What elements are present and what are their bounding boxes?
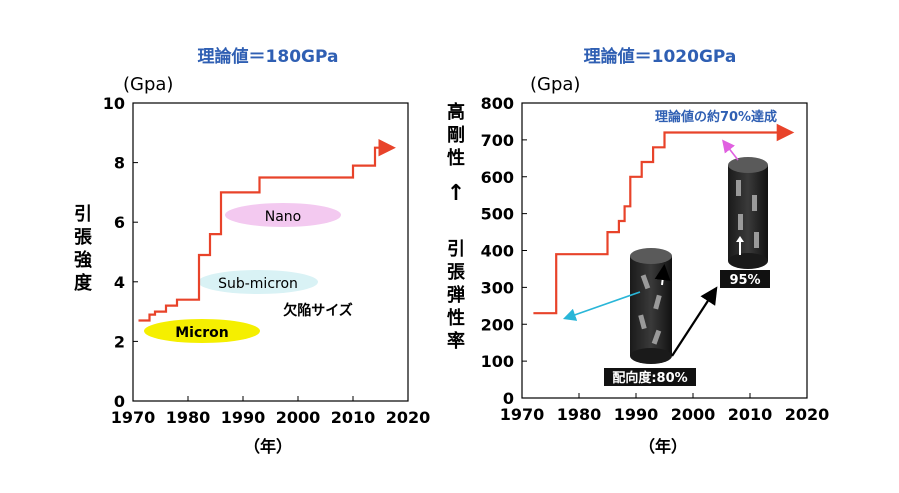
y-tick-label: 300	[481, 278, 514, 297]
y-tick-label: 700	[481, 131, 514, 150]
micron-ellipse	[144, 319, 260, 343]
right-unit-label: (Gpa)	[530, 74, 580, 95]
x-tick-label: 2020	[386, 408, 431, 427]
left-x-axis-label: （年）	[244, 437, 292, 456]
nano-label: Nano	[265, 209, 302, 225]
nano-ellipse	[225, 203, 341, 227]
orientation-80-label: 配向度:80%	[612, 370, 687, 386]
orientation-95-box	[720, 270, 770, 288]
right-y-axis-label-bottom-char: 弾	[447, 284, 465, 306]
right-axis-ticks: 1970 1980 1990 2000 2010 2020 0 100 200 300 400 500…	[481, 94, 830, 424]
x-tick-label: 1980	[557, 405, 602, 424]
right-y-axis-label-top-char: 剛	[447, 125, 465, 146]
y-tick-label: 10	[103, 94, 125, 113]
fiber-cylinder-80	[630, 248, 672, 364]
right-y-axis-label-bottom-char: 性	[447, 307, 465, 329]
right-y-axis-label-top: 高剛性	[447, 101, 465, 169]
y-tick-label: 400	[481, 242, 514, 261]
x-tick-label: 1990	[614, 405, 659, 424]
y-tick-label: 8	[114, 154, 125, 173]
left-y-axis-label-char: 引	[74, 204, 92, 225]
x-tick-label: 1970	[500, 405, 545, 424]
x-tick-label: 1980	[166, 408, 211, 427]
left-y-axis-label-char: 強	[74, 249, 92, 271]
target-callout: 理論値の約70%達成	[655, 109, 777, 125]
x-tick-label: 2020	[785, 405, 830, 424]
orientation-80-box	[604, 368, 696, 386]
micron-label: Micron	[175, 325, 229, 341]
y-tick-label: 4	[114, 273, 125, 292]
left-y-axis-label-char: 度	[74, 272, 93, 294]
right-y-axis-label-bottom-char: 率	[447, 330, 465, 352]
right-y-axis-label-bottom-char: 引	[447, 239, 465, 260]
right-series-line	[533, 123, 795, 315]
right-y-axis-label-bottom-char: 張	[447, 262, 466, 283]
y-tick-label: 800	[481, 94, 514, 113]
black-transition-arrow	[671, 286, 718, 357]
x-tick-label: 2010	[331, 408, 376, 427]
fiber-cylinder-95	[728, 157, 768, 269]
y-tick-label: 100	[481, 352, 514, 371]
right-x-axis-label: （年）	[639, 437, 687, 456]
left-plot-frame	[132, 102, 409, 402]
x-tick-label: 1970	[111, 408, 156, 427]
blue-pointer-arrow	[562, 291, 641, 321]
x-tick-label: 2000	[671, 405, 716, 424]
right-chart-title: 理論値＝1020GPa	[584, 46, 737, 67]
y-tick-label: 200	[481, 315, 514, 334]
y-tick-label: 0	[114, 392, 125, 411]
pink-pointer-arrow	[722, 139, 739, 161]
up-arrow-glyph: ↑	[447, 181, 465, 206]
left-axis-ticks: 1970 1980 1990 2000 2010 2020 0 2 4 6 8 10	[103, 94, 431, 427]
defect-size-label: 欠陥サイズ	[283, 302, 353, 319]
left-chart-title: 理論値＝180GPa	[198, 46, 339, 67]
y-tick-label: 600	[481, 168, 514, 187]
y-tick-label: 500	[481, 205, 514, 224]
y-tick-label: 2	[114, 332, 125, 351]
right-y-axis-label-top-char: 高	[447, 101, 465, 123]
x-tick-label: 2010	[728, 405, 773, 424]
x-tick-label: 2000	[276, 408, 321, 427]
right-y-axis-label-top-char: 性	[447, 147, 465, 169]
sub-micron-label: Sub-micron	[218, 276, 298, 292]
sub-micron-ellipse	[198, 270, 318, 294]
left-unit-label: (Gpa)	[123, 74, 173, 95]
left-y-axis-label-char: 張	[74, 227, 93, 248]
left-series-line	[138, 138, 396, 322]
y-tick-label: 6	[114, 213, 125, 232]
y-tick-label: 0	[503, 389, 514, 408]
x-tick-label: 1990	[221, 408, 266, 427]
orientation-95-label: 95%	[729, 273, 760, 288]
